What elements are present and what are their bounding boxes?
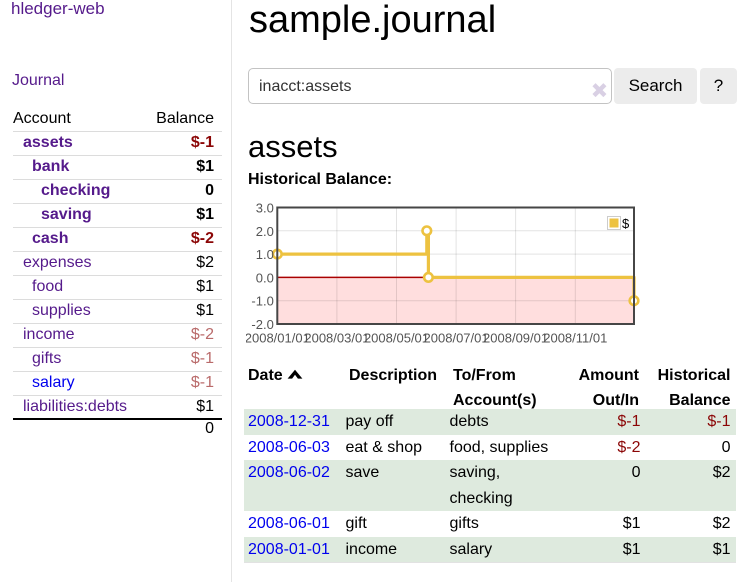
svg-text:2008/11/01: 2008/11/01 (543, 331, 607, 346)
svg-text:2008/09/01: 2008/09/01 (483, 331, 548, 346)
svg-text:2.0: 2.0 (256, 224, 274, 239)
svg-text:3.0: 3.0 (256, 201, 274, 216)
svg-text:2008/01/01: 2008/01/01 (246, 331, 310, 346)
svg-text:2008/03/01: 2008/03/01 (304, 331, 369, 346)
svg-text:$: $ (622, 216, 630, 231)
svg-text:-1.0: -1.0 (251, 294, 273, 309)
svg-text:2008/07/01: 2008/07/01 (424, 331, 489, 346)
svg-text:1.0: 1.0 (256, 247, 274, 262)
svg-text:-2.0: -2.0 (251, 317, 273, 332)
svg-text:0.0: 0.0 (256, 270, 274, 285)
svg-text:2008/05/01: 2008/05/01 (364, 331, 429, 346)
